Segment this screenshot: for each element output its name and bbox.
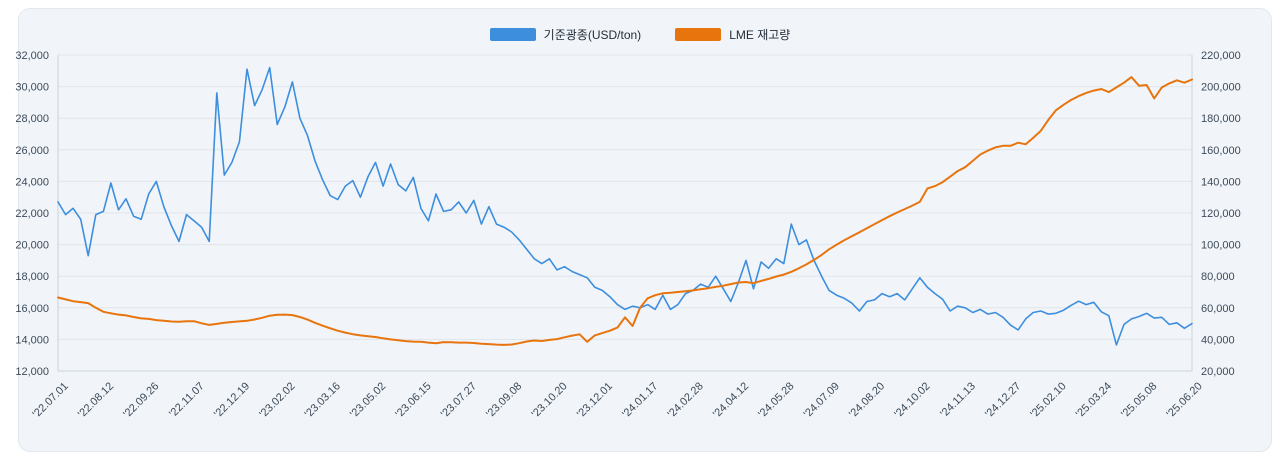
line-series-stock (57, 76, 1193, 346)
y-axis-left-tick: 16,000 (15, 303, 49, 315)
x-axis-tick: '24.05.28 (756, 380, 796, 420)
y-axis-right-tick: 20,000 (1201, 366, 1235, 378)
x-axis-tick: '24.07.09 (802, 380, 842, 420)
y-axis-left-tick: 32,000 (15, 50, 49, 62)
x-axis-tick: '24.11.13 (938, 380, 978, 420)
x-axis-tick: '23.12.01 (575, 380, 615, 420)
y-axis-right-tick: 140,000 (1201, 176, 1241, 188)
legend-item-stock[interactable]: LME 재고량 (675, 26, 790, 43)
x-axis-tick: '24.02.28 (666, 380, 706, 420)
x-axis-tick: '23.03.16 (303, 380, 343, 420)
legend-item-price[interactable]: 기준광종(USD/ton) (489, 26, 642, 43)
legend-swatch-stock-icon (675, 28, 722, 41)
y-axis-right-tick: 220,000 (1201, 50, 1241, 62)
x-axis-tick: '25.03.24 (1074, 380, 1114, 420)
x-axis-tick: '23.07.27 (439, 380, 479, 420)
line-series-price (57, 66, 1193, 346)
y-axis-left-tick: 24,000 (15, 176, 49, 188)
y-axis-right-tick: 200,000 (1201, 82, 1241, 94)
y-axis-right-tick: 80,000 (1201, 271, 1235, 283)
x-axis-tick: '22.09.26 (121, 380, 161, 420)
y-axis-left-tick: 30,000 (15, 82, 49, 94)
y-axis-left-tick: 12,000 (15, 366, 49, 378)
y-axis-right-tick: 100,000 (1201, 240, 1241, 252)
y-axis-left-tick: 28,000 (15, 113, 49, 125)
legend-label-price: 기준광종(USD/ton) (543, 28, 642, 42)
y-axis-left-tick: 14,000 (15, 334, 49, 346)
x-axis-tick: '25.05.08 (1119, 380, 1159, 420)
x-axis-tick: '24.10.02 (892, 380, 932, 420)
x-axis-tick: '22.08.12 (76, 380, 116, 420)
y-axis-right-tick: 40,000 (1201, 334, 1235, 346)
y-axis-left-tick: 20,000 (15, 240, 49, 252)
x-axis-tick: '23.05.02 (348, 380, 388, 420)
x-axis-tick: '22.07.01 (31, 380, 71, 420)
x-axis-tick: '25.02.10 (1028, 380, 1068, 420)
legend-label-stock: LME 재고량 (729, 28, 791, 42)
x-axis-tick: '22.11.07 (167, 380, 207, 420)
x-axis-tick: '24.08.20 (847, 380, 887, 420)
x-axis-tick: '24.12.27 (983, 380, 1023, 420)
x-axis-tick: '24.01.17 (620, 380, 660, 420)
y-axis-right-tick: 120,000 (1201, 208, 1241, 220)
legend-swatch-price-icon (489, 28, 536, 41)
x-axis-tick: '24.04.12 (711, 380, 751, 420)
y-axis-right-tick: 180,000 (1201, 113, 1241, 125)
x-axis-tick: '23.02.02 (257, 380, 297, 420)
chart-legend: 기준광종(USD/ton) LME 재고량 (0, 26, 1280, 43)
y-axis-right-tick: 60,000 (1201, 303, 1235, 315)
x-axis-tick: '25.06.20 (1165, 380, 1205, 420)
y-axis-right-tick: 160,000 (1201, 145, 1241, 157)
y-axis-left-tick: 18,000 (15, 271, 49, 283)
x-axis-tick: '23.09.08 (484, 380, 524, 420)
x-axis-tick: '23.06.15 (393, 380, 433, 420)
chart-card (18, 8, 1272, 452)
y-axis-left-tick: 22,000 (15, 208, 49, 220)
y-axis-left-tick: 26,000 (15, 145, 49, 157)
x-axis-tick: '23.10.20 (529, 380, 569, 420)
x-axis-tick: '22.12.19 (212, 380, 252, 420)
